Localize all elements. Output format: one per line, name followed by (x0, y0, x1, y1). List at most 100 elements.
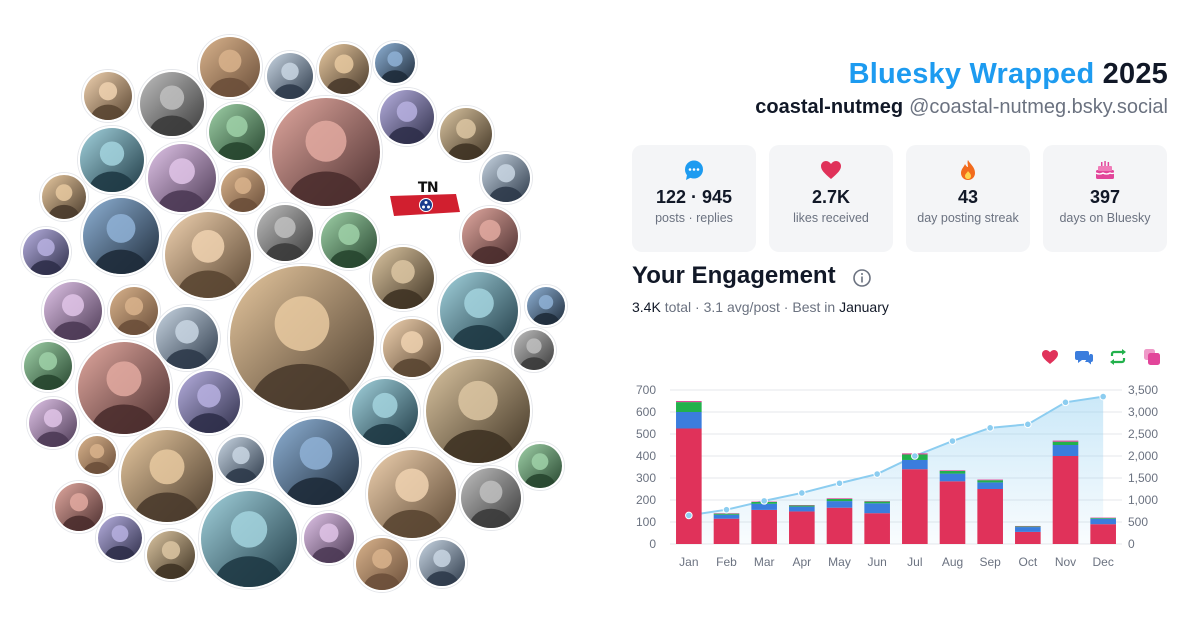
y-tick-label-right: 2,500 (1128, 427, 1158, 441)
x-tick-label: Dec (1092, 555, 1113, 569)
username: coastal-nutmeg (755, 96, 904, 118)
cumulative-point-may (835, 479, 844, 488)
avatar (145, 529, 197, 581)
bar-replies-aug (939, 473, 966, 482)
x-tick-label: Jun (867, 555, 886, 569)
avatar (146, 142, 218, 214)
bar-likes-jan (676, 428, 702, 544)
avatar (366, 448, 458, 540)
avatar (354, 536, 410, 592)
avatar (270, 96, 382, 208)
cumulative-point-nov (1061, 398, 1070, 407)
avatar (381, 317, 443, 379)
bar-likes-jul (902, 469, 928, 544)
tn-holler-badge: TN HOLLER (388, 180, 468, 216)
x-tick-label: Aug (942, 555, 963, 569)
stat-card-likes: 2.7K likes received (769, 145, 893, 252)
x-tick-label: Feb (716, 555, 737, 569)
bar-reposts-apr (789, 505, 815, 507)
avatar (228, 264, 376, 412)
bar-replies-jan (676, 412, 702, 429)
bar-replies-feb (713, 514, 740, 519)
avatar (22, 340, 74, 392)
avatar (512, 328, 556, 372)
avatar (176, 369, 242, 435)
y-tick-label-left: 300 (636, 471, 656, 485)
x-tick-label: Sep (979, 555, 1001, 569)
x-tick-label: Apr (792, 555, 811, 569)
bar-replies-oct (1015, 527, 1041, 532)
x-tick-label: Nov (1055, 555, 1076, 569)
y-tick-label-right: 3,000 (1128, 405, 1158, 419)
info-icon[interactable] (852, 268, 872, 288)
avatar (265, 51, 315, 101)
engagement-total-word: total (664, 299, 692, 315)
avatar (40, 173, 88, 221)
cumulative-point-jan (685, 511, 693, 520)
bar-reposts-aug (939, 470, 966, 474)
stat-value: 397 (1089, 187, 1121, 207)
legend-replies-bubble-icon[interactable] (1075, 348, 1093, 366)
y-tick-label-right: 1,000 (1128, 493, 1158, 507)
avatar (78, 126, 146, 194)
bar-replies-may (826, 501, 853, 508)
bar-likes-apr (789, 511, 815, 544)
bar-quotes-nov (1052, 440, 1079, 442)
cumulative-point-dec (1099, 392, 1107, 401)
speech-bubble-icon (685, 160, 703, 180)
avatar (438, 106, 494, 162)
avatar (138, 70, 206, 138)
avatar (271, 417, 361, 507)
y-tick-label-left: 100 (636, 515, 656, 529)
flame-icon (961, 160, 975, 180)
x-tick-label: Mar (754, 555, 775, 569)
cake-icon (1095, 161, 1115, 179)
x-tick-label: May (828, 555, 851, 569)
year-label: 2025 (1102, 58, 1168, 90)
engagement-total: 3.4K (632, 299, 661, 315)
cumulative-point-apr (798, 489, 806, 497)
bar-reposts-dec (1090, 518, 1116, 519)
handle: @coastal-nutmeg.bsky.social (909, 96, 1168, 118)
cumulative-point-feb (722, 505, 731, 514)
avatar (438, 270, 520, 352)
stat-value: 43 (957, 187, 979, 207)
bar-likes-mar (751, 509, 777, 544)
y-tick-label-right: 500 (1128, 515, 1148, 529)
bar-likes-aug (939, 481, 966, 544)
engagement-best-prefix: Best in (792, 299, 836, 315)
avatar (525, 285, 567, 327)
avatar (76, 434, 118, 476)
bar-replies-apr (789, 506, 815, 512)
heart-icon (821, 161, 841, 179)
engagement-summary: 3.4K total · 3.1 avg/post · Best in Janu… (632, 299, 889, 315)
y-tick-label-right: 1,500 (1128, 471, 1158, 485)
legend-reposts-repeat-icon[interactable] (1109, 348, 1127, 366)
avatar (219, 166, 267, 214)
legend-quotes-copy-icon[interactable] (1143, 348, 1161, 366)
avatar (319, 210, 379, 270)
engagement-avg: 3.1 avg/post (703, 299, 780, 315)
cumulative-point-sep (986, 424, 994, 432)
y-tick-label-right: 2,000 (1128, 449, 1158, 463)
bar-quotes-aug (939, 470, 966, 471)
y-tick-label-left: 0 (649, 537, 656, 551)
bar-quotes-jan (676, 401, 702, 403)
avatar (119, 428, 215, 524)
bar-likes-sep (977, 489, 1003, 544)
avatar (317, 42, 371, 96)
avatar (417, 538, 467, 588)
avatar (516, 442, 564, 490)
legend-likes-heart-icon[interactable] (1041, 348, 1059, 366)
bar-likes-nov (1052, 456, 1079, 544)
cumulative-point-jun (873, 470, 881, 478)
stat-label: days on Bluesky (1059, 211, 1151, 225)
y-tick-label-right: 0 (1128, 537, 1135, 551)
engagement-best-month: January (839, 299, 889, 315)
y-tick-label-left: 600 (636, 405, 656, 419)
bar-reposts-nov (1052, 441, 1079, 445)
avatar (198, 35, 262, 99)
stat-card-streak: 43 day posting streak (906, 145, 1030, 252)
avatar (480, 152, 532, 204)
avatar (216, 435, 266, 485)
